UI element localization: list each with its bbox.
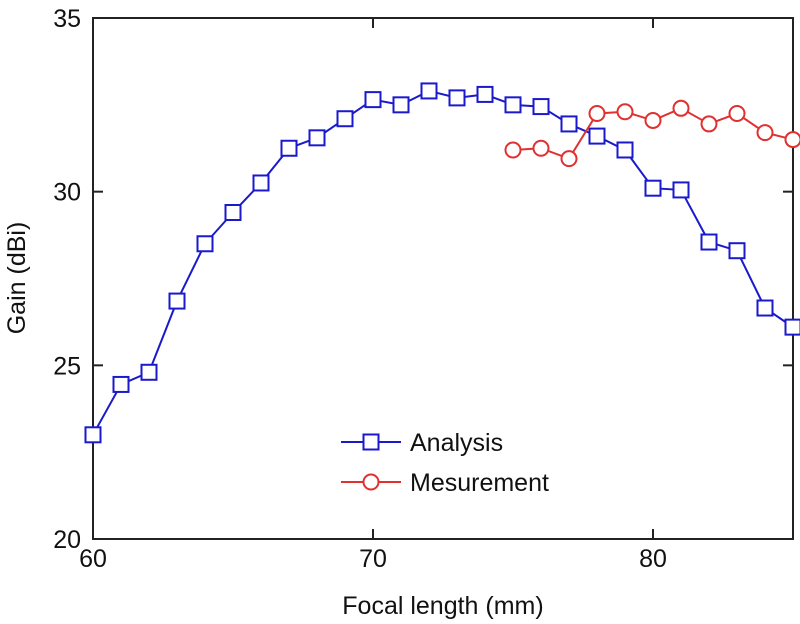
data-point-analysis xyxy=(308,129,326,147)
data-point-mesurement xyxy=(504,141,522,159)
plot-area-frame xyxy=(92,17,794,540)
legend-label-mesurement: Mesurement xyxy=(410,469,549,497)
data-point-analysis xyxy=(644,179,662,197)
y-axis-label: Gain (dBi) xyxy=(3,222,31,335)
data-point-mesurement xyxy=(784,131,800,149)
legend: Analysis Mesurement xyxy=(341,429,549,497)
data-point-analysis xyxy=(280,139,298,157)
legend-item-analysis: Analysis xyxy=(341,429,503,457)
data-point-mesurement xyxy=(756,124,774,142)
data-point-analysis xyxy=(84,426,102,444)
data-point-mesurement xyxy=(700,115,718,133)
legend-label-analysis: Analysis xyxy=(410,429,503,457)
data-point-mesurement xyxy=(616,103,634,121)
y-tick-label: 35 xyxy=(53,5,81,33)
y-tick-label: 20 xyxy=(53,526,81,554)
data-point-analysis xyxy=(532,98,550,116)
legend-item-mesurement: Mesurement xyxy=(341,469,549,497)
legend-marker-mesurement xyxy=(362,473,380,491)
data-point-mesurement xyxy=(532,139,550,157)
x-tick-label: 70 xyxy=(359,545,387,573)
data-point-analysis xyxy=(364,91,382,109)
series-line-analysis xyxy=(92,89,794,436)
x-tick-label: 80 xyxy=(639,545,667,573)
legend-marker-analysis xyxy=(362,433,380,451)
y-tick-label: 30 xyxy=(53,179,81,207)
data-point-analysis xyxy=(252,174,270,192)
data-point-analysis xyxy=(476,85,494,103)
data-point-analysis xyxy=(448,89,466,107)
data-point-analysis xyxy=(504,96,522,114)
data-point-analysis xyxy=(140,363,158,381)
data-point-analysis xyxy=(700,233,718,251)
data-point-analysis xyxy=(784,318,800,336)
data-point-analysis xyxy=(392,96,410,114)
series-mesurement xyxy=(504,99,800,168)
data-point-mesurement xyxy=(560,150,578,168)
data-point-mesurement xyxy=(588,105,606,123)
data-point-analysis xyxy=(336,110,354,128)
data-point-mesurement xyxy=(672,99,690,117)
series-analysis xyxy=(84,82,800,444)
axis-ticks: 60 70 80 20 25 30 35 xyxy=(53,5,793,573)
data-point-analysis xyxy=(560,115,578,133)
series-layer xyxy=(84,82,800,444)
data-point-analysis xyxy=(168,292,186,310)
data-point-analysis xyxy=(616,141,634,159)
y-tick-label: 25 xyxy=(53,352,81,380)
data-point-analysis xyxy=(728,242,746,260)
x-tick-label: 60 xyxy=(79,545,107,573)
data-point-analysis xyxy=(420,82,438,100)
data-point-analysis xyxy=(224,204,242,222)
data-point-mesurement xyxy=(728,105,746,123)
data-point-analysis xyxy=(672,181,690,199)
data-point-analysis xyxy=(588,127,606,145)
data-point-analysis xyxy=(756,299,774,317)
data-point-analysis xyxy=(112,375,130,393)
data-point-mesurement xyxy=(644,111,662,129)
data-point-analysis xyxy=(196,235,214,253)
x-axis-label: Focal length (mm) xyxy=(342,592,543,620)
